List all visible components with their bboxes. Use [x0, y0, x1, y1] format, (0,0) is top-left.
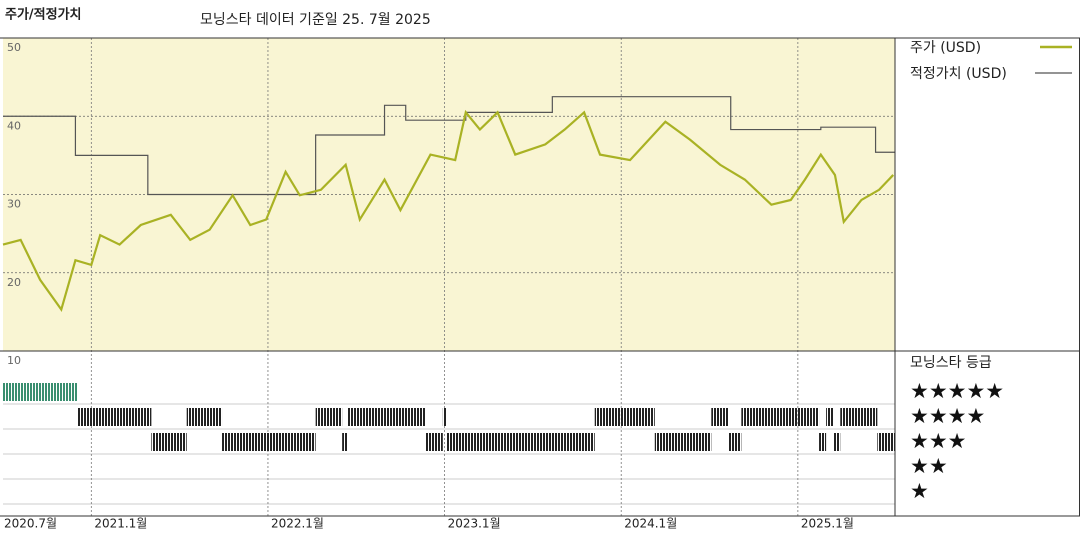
chart-title: 주가/적정가치: [5, 7, 82, 23]
rating-period: [654, 433, 712, 451]
rating-period: [77, 408, 152, 426]
rating-period: [347, 408, 426, 426]
series-line: [2, 109, 895, 313]
rating-row-label: ★★★★: [910, 404, 985, 428]
rating-period: [186, 408, 223, 426]
rating-period: [711, 408, 729, 426]
rating-period: [342, 433, 348, 451]
rating-row-label: ★: [910, 479, 929, 503]
x-tick-label: 2021.1월: [94, 517, 147, 531]
y-tick-label: 30: [7, 198, 21, 211]
chart-subtitle: 모닝스타 데이터 기준일 25. 7월 2025: [200, 12, 431, 28]
rating-period: [741, 408, 820, 426]
rating-row-label: ★★★: [910, 429, 966, 453]
y-tick-label: 20: [7, 276, 21, 289]
legend-label: 적정가치 (USD): [910, 66, 1007, 82]
series-line: [3, 96, 895, 196]
rating-period: [728, 433, 742, 451]
rating-period: [877, 433, 895, 451]
rating-period: [819, 433, 827, 451]
x-tick-label: 2023.1월: [448, 517, 501, 531]
y-tick-label: 50: [7, 41, 21, 54]
rating-period: [222, 433, 316, 451]
rating-row-label: ★★: [910, 454, 948, 478]
x-tick-label: 2022.1월: [271, 517, 324, 531]
rating-row-label: ★★★★★: [910, 379, 1004, 403]
rating-period: [315, 408, 343, 426]
rating-period: [840, 408, 878, 426]
rating-period: [425, 433, 443, 451]
rating-period: [151, 433, 187, 451]
rating-period: [826, 408, 834, 426]
y-tick-label: 40: [7, 119, 21, 132]
legend-label: 주가 (USD): [910, 40, 981, 56]
x-tick-label: 2020.7월: [4, 517, 57, 531]
rating-period: [446, 433, 595, 451]
rating-period: [442, 408, 447, 426]
x-tick-label: 2024.1월: [624, 517, 677, 531]
rating-period: [3, 383, 78, 401]
rating-period: [833, 433, 841, 451]
rating-title: 모닝스타 등급: [910, 355, 992, 371]
x-tick-label: 2025.1월: [801, 517, 854, 531]
y-tick-label: 10: [7, 354, 21, 367]
rating-period: [594, 408, 655, 426]
